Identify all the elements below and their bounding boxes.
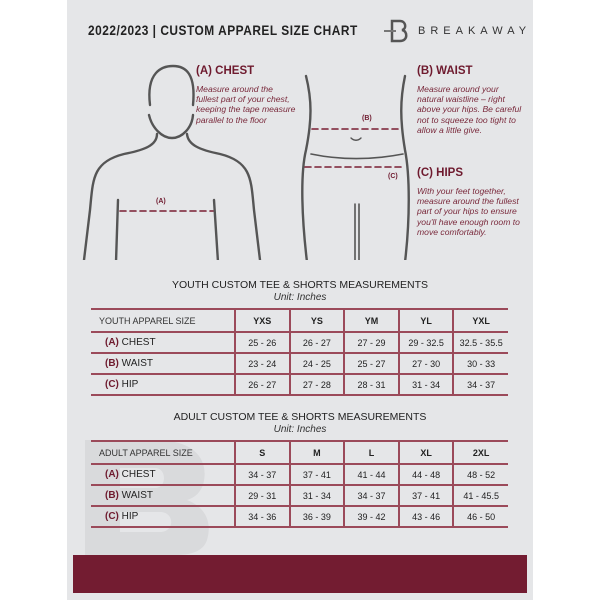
- header-cell: YS: [288, 308, 345, 333]
- brand-name: BREAKAWAY: [418, 25, 532, 37]
- table-cell: 26 - 27: [288, 331, 345, 354]
- header-cell: ADULT APPAREL SIZE: [91, 440, 235, 465]
- table-cell: 31 - 34: [397, 373, 454, 396]
- table-cell: 34 - 37: [452, 373, 508, 396]
- youth-table-title: YOUTH CUSTOM TEE & SHORTS MEASUREMENTS: [171, 279, 429, 291]
- table-cell: 43 - 46: [397, 505, 454, 528]
- waist-heading: (B) WAIST: [417, 65, 473, 77]
- body-figures: [82, 64, 410, 260]
- table-cell: 27 - 30: [397, 352, 454, 375]
- table-cell: 29 - 31: [234, 484, 290, 507]
- youth-size-table: YOUTH APPAREL SIZE YXS YS YM YL YXL (A) …: [91, 308, 508, 396]
- header-cell: M: [288, 440, 345, 465]
- table-cell: 37 - 41: [288, 463, 345, 486]
- row-name: CHEST: [121, 469, 156, 480]
- page-title: 2022/2023 | CUSTOM APPAREL SIZE CHART: [88, 22, 358, 38]
- table-row: (A) CHEST 25 - 26 26 - 27 27 - 29 29 - 3…: [91, 331, 508, 354]
- table-row: (B) WAIST 29 - 31 31 - 34 34 - 37 37 - 4…: [91, 484, 508, 507]
- adult-size-table: ADULT APPAREL SIZE S M L XL 2XL (A) CHES…: [91, 440, 508, 528]
- table-cell: 26 - 27: [234, 373, 290, 396]
- hips-heading: (C) HIPS: [417, 167, 463, 179]
- table-row: (A) CHEST 34 - 37 37 - 41 41 - 44 44 - 4…: [91, 463, 508, 486]
- row-code: (C): [105, 511, 119, 522]
- lower-body-figure-icon: [301, 74, 410, 260]
- row-label: (A) CHEST: [91, 331, 235, 354]
- row-code: (B): [105, 490, 119, 501]
- youth-unit: Unit: Inches: [273, 292, 327, 303]
- table-cell: 25 - 27: [343, 352, 399, 375]
- table-cell: 39 - 42: [343, 505, 399, 528]
- row-label: (B) WAIST: [91, 484, 235, 507]
- table-cell: 41 - 44: [343, 463, 399, 486]
- header-cell: XL: [397, 440, 454, 465]
- table-cell: 30 - 33: [452, 352, 508, 375]
- row-name: CHEST: [121, 337, 156, 348]
- header-cell: YXS: [234, 308, 290, 333]
- row-label: (B) WAIST: [91, 352, 235, 375]
- header-cell: L: [343, 440, 399, 465]
- row-label: (A) CHEST: [91, 463, 235, 486]
- table-cell: 36 - 39: [288, 505, 345, 528]
- row-label: (C) HIP: [91, 505, 235, 528]
- brand-logo: BREAKAWAY: [384, 18, 531, 44]
- header-cell: YL: [397, 308, 454, 333]
- table-cell: 31 - 34: [288, 484, 345, 507]
- header-cell: YXL: [452, 308, 508, 333]
- row-name: WAIST: [121, 358, 153, 369]
- table-cell: 32.5 - 35.5: [452, 331, 508, 354]
- table-cell: 23 - 24: [234, 352, 290, 375]
- table-header-row: YOUTH APPAREL SIZE YXS YS YM YL YXL: [91, 308, 508, 333]
- table-cell: 48 - 52: [452, 463, 508, 486]
- table-row: (B) WAIST 23 - 24 24 - 25 25 - 27 27 - 3…: [91, 352, 508, 375]
- adult-unit: Unit: Inches: [273, 424, 327, 435]
- row-name: HIP: [121, 379, 139, 390]
- table-cell: 27 - 28: [288, 373, 345, 396]
- table-cell: 28 - 31: [343, 373, 399, 396]
- hips-description: With your feet together, measure around …: [417, 186, 520, 237]
- hips-marker: (C): [388, 173, 398, 180]
- table-cell: 46 - 50: [452, 505, 508, 528]
- table-cell: 34 - 37: [234, 463, 290, 486]
- table-cell: 27 - 29: [343, 331, 399, 354]
- table-cell: 25 - 26: [234, 331, 290, 354]
- row-code: (A): [105, 469, 119, 480]
- adult-table-title: ADULT CUSTOM TEE & SHORTS MEASUREMENTS: [173, 411, 427, 423]
- table-row: (C) HIP 26 - 27 27 - 28 28 - 31 31 - 34 …: [91, 373, 508, 396]
- header-cell: S: [234, 440, 290, 465]
- table-cell: 34 - 36: [234, 505, 290, 528]
- table-cell: 44 - 48: [397, 463, 454, 486]
- header-cell: YOUTH APPAREL SIZE: [91, 308, 235, 333]
- row-code: (B): [105, 358, 119, 369]
- header-cell: 2XL: [452, 440, 508, 465]
- table-cell: 37 - 41: [397, 484, 454, 507]
- table-row: (C) HIP 34 - 36 36 - 39 39 - 42 43 - 46 …: [91, 505, 508, 528]
- row-name: WAIST: [121, 490, 153, 501]
- table-cell: 29 - 32.5: [397, 331, 454, 354]
- row-code: (A): [105, 337, 119, 348]
- breakaway-logo-icon: [384, 19, 408, 43]
- header-cell: YM: [343, 308, 399, 333]
- table-cell: 34 - 37: [343, 484, 399, 507]
- row-code: (C): [105, 379, 119, 390]
- upper-body-figure-icon: [82, 64, 262, 260]
- table-cell: 24 - 25: [288, 352, 345, 375]
- row-label: (C) HIP: [91, 373, 235, 396]
- waist-description: Measure around your natural waistline – …: [417, 84, 522, 135]
- waist-marker: (B): [362, 115, 372, 122]
- table-header-row: ADULT APPAREL SIZE S M L XL 2XL: [91, 440, 508, 465]
- row-name: HIP: [121, 511, 139, 522]
- chest-marker: (A): [156, 198, 166, 205]
- chest-description: Measure around the fullest part of your …: [196, 84, 296, 125]
- chest-heading: (A) CHEST: [196, 65, 255, 77]
- table-cell: 41 - 45.5: [452, 484, 508, 507]
- footer-band: [73, 555, 527, 593]
